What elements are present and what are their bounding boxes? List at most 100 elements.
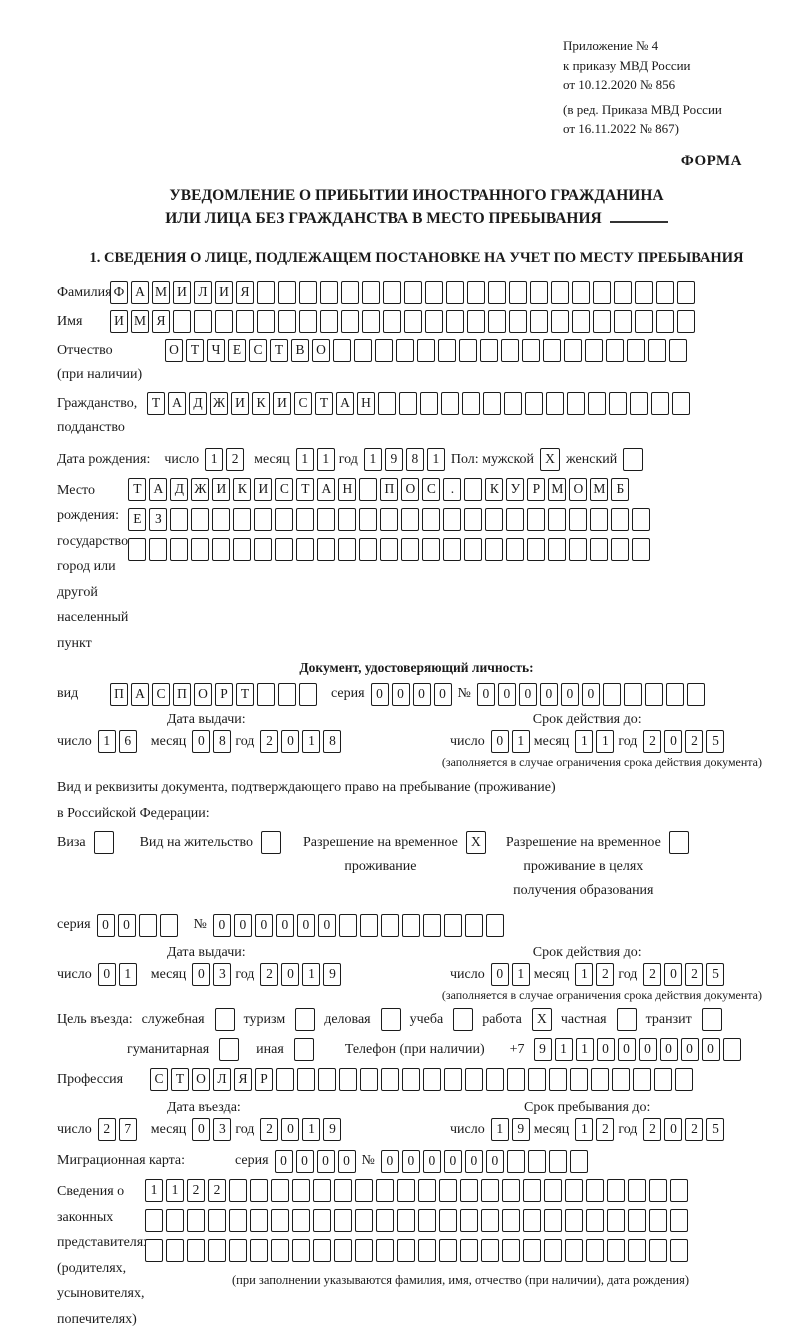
char-cell[interactable]: 0 [638, 1038, 657, 1061]
char-cell[interactable]: 1 [118, 963, 137, 986]
edu-residence-checkbox[interactable] [668, 831, 689, 854]
char-cell[interactable]: 2 [187, 1179, 205, 1202]
char-cell[interactable]: 0 [316, 1149, 335, 1173]
char-cell[interactable] [93, 831, 114, 854]
char-cell[interactable]: О [312, 338, 330, 362]
char-cell[interactable]: 0 [664, 730, 683, 753]
char-cell[interactable] [423, 1068, 441, 1091]
purpose-private-checkbox[interactable] [616, 1008, 637, 1031]
char-cell[interactable] [425, 309, 443, 333]
char-cell[interactable]: X [540, 448, 561, 471]
char-cell[interactable] [460, 1239, 478, 1262]
char-cell[interactable]: 2 [643, 963, 662, 986]
char-cell[interactable] [635, 309, 653, 333]
char-cell[interactable] [296, 507, 315, 531]
char-cell[interactable] [355, 1209, 373, 1232]
char-cell[interactable] [614, 309, 632, 333]
char-cell[interactable] [672, 391, 690, 415]
char-cell[interactable]: 5 [706, 963, 725, 986]
char-cell[interactable] [380, 1008, 401, 1031]
char-cell[interactable] [467, 309, 485, 333]
char-cell[interactable] [275, 507, 294, 531]
char-cell[interactable] [501, 338, 519, 362]
char-cell[interactable] [483, 391, 501, 415]
char-cell[interactable] [464, 507, 483, 531]
char-cell[interactable] [551, 280, 569, 304]
char-cell[interactable] [318, 1068, 336, 1091]
char-cell[interactable]: 0 [659, 1038, 678, 1061]
char-cell[interactable] [628, 1179, 646, 1202]
char-cell[interactable] [313, 1239, 331, 1262]
char-cell[interactable]: 1 [145, 1179, 163, 1202]
char-cell[interactable]: О [569, 477, 588, 501]
char-cell[interactable] [422, 913, 441, 937]
char-cell[interactable]: 2 [643, 730, 662, 753]
char-cell[interactable]: Т [171, 1068, 189, 1091]
char-cell[interactable] [250, 1179, 268, 1202]
char-cell[interactable] [443, 507, 462, 531]
char-cell[interactable] [333, 338, 351, 362]
char-cell[interactable] [565, 1239, 583, 1262]
char-cell[interactable] [612, 1068, 630, 1091]
char-cell[interactable] [334, 1239, 352, 1262]
char-cell[interactable] [611, 507, 630, 531]
char-cell[interactable] [381, 1068, 399, 1091]
char-cell[interactable] [481, 1179, 499, 1202]
char-cell[interactable] [544, 1239, 562, 1262]
char-cell[interactable]: 0 [97, 963, 116, 986]
char-cell[interactable] [229, 1209, 247, 1232]
char-cell[interactable] [522, 338, 540, 362]
char-cell[interactable] [401, 913, 420, 937]
char-cell[interactable]: 2 [596, 1118, 615, 1141]
char-cell[interactable] [425, 280, 443, 304]
char-cell[interactable]: 0 [490, 730, 509, 753]
char-cell[interactable] [292, 1239, 310, 1262]
char-cell[interactable] [549, 1068, 567, 1091]
char-cell[interactable] [633, 1068, 651, 1091]
char-cell[interactable] [488, 280, 506, 304]
char-cell[interactable] [383, 280, 401, 304]
gender-female-checkbox[interactable] [623, 448, 644, 471]
char-cell[interactable]: 1 [575, 1038, 594, 1061]
char-cell[interactable] [360, 1068, 378, 1091]
char-cell[interactable] [609, 391, 627, 415]
char-cell[interactable] [656, 280, 674, 304]
char-cell[interactable] [275, 537, 294, 561]
char-cell[interactable] [509, 280, 527, 304]
char-cell[interactable] [404, 309, 422, 333]
char-cell[interactable] [320, 280, 338, 304]
char-cell[interactable] [138, 913, 157, 937]
char-cell[interactable]: 7 [118, 1118, 137, 1141]
char-cell[interactable] [523, 1239, 541, 1262]
char-cell[interactable] [339, 1068, 357, 1091]
representatives-row2-cells[interactable] [145, 1209, 688, 1232]
char-cell[interactable] [208, 1239, 226, 1262]
char-cell[interactable] [313, 1209, 331, 1232]
char-cell[interactable]: С [275, 477, 294, 501]
char-cell[interactable]: 0 [701, 1038, 720, 1061]
char-cell[interactable]: С [249, 338, 267, 362]
char-cell[interactable] [623, 682, 642, 706]
char-cell[interactable]: X [465, 831, 486, 854]
char-cell[interactable] [187, 1239, 205, 1262]
char-cell[interactable] [334, 1209, 352, 1232]
char-cell[interactable] [644, 682, 663, 706]
char-cell[interactable] [299, 309, 317, 333]
char-cell[interactable]: 3 [213, 963, 232, 986]
char-cell[interactable] [145, 1239, 163, 1262]
char-cell[interactable] [170, 537, 189, 561]
char-cell[interactable] [257, 682, 275, 706]
char-cell[interactable]: 1 [205, 448, 224, 471]
char-cell[interactable] [593, 309, 611, 333]
char-cell[interactable]: 2 [643, 1118, 662, 1141]
